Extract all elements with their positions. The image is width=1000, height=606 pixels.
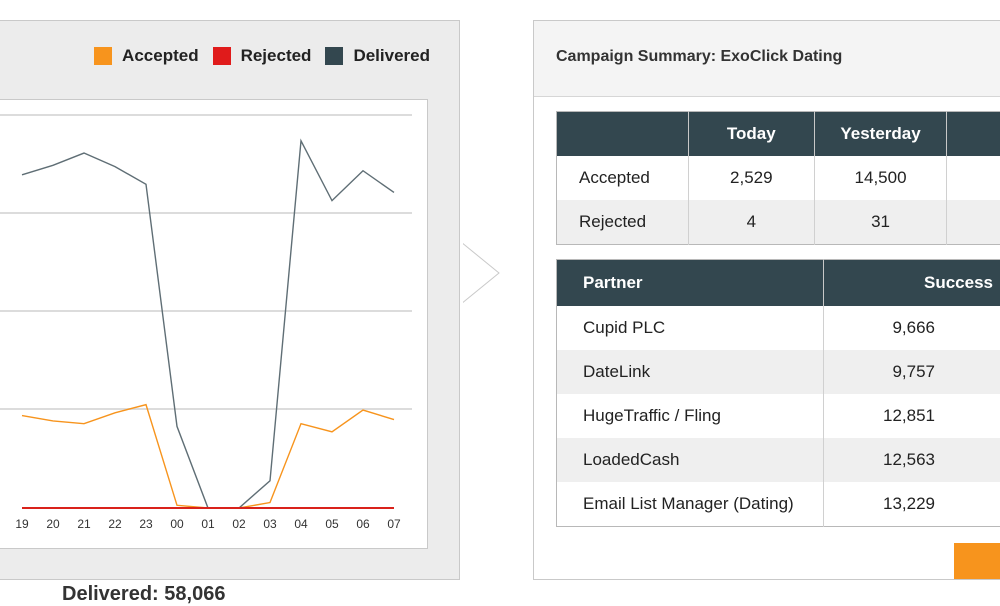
stats-table: Today Yesterday Accepted 2,529 14,500 Re… <box>556 111 1000 245</box>
legend-item-rejected[interactable]: Rejected <box>213 46 312 66</box>
x-tick-label: 07 <box>387 517 401 531</box>
stats-row-rejected: Rejected 4 31 <box>557 200 1000 245</box>
x-tick-label: 00 <box>170 517 184 531</box>
partner-name: LoadedCash <box>557 438 824 482</box>
stats-cell-more <box>947 200 1000 245</box>
partner-success-value: 13,229 <box>855 494 935 514</box>
stats-header-more[interactable] <box>947 112 1000 157</box>
chart-panel: Accepted Rejected Delivered 19 20 21 22 23 00… <box>0 20 460 580</box>
series-line-delivered <box>22 141 394 508</box>
x-tick-label: 01 <box>201 517 215 531</box>
partner-name: HugeTraffic / Fling <box>557 394 824 438</box>
x-tick-label: 02 <box>232 517 246 531</box>
campaign-summary-panel: Campaign Summary: ExoClick Dating Today … <box>533 20 1000 580</box>
line-chart: 19 20 21 22 23 00 01 02 03 04 05 06 07 <box>0 99 428 549</box>
table-row[interactable]: LoadedCash 12,563 <box>557 438 1000 482</box>
partner-success: 13,229 <box>824 482 1000 527</box>
x-tick-label: 06 <box>356 517 370 531</box>
legend-swatch-accepted <box>94 47 112 65</box>
stats-header-blank <box>557 112 689 157</box>
x-tick-label: 20 <box>46 517 60 531</box>
summary-header: Campaign Summary: ExoClick Dating <box>534 21 1000 97</box>
chart-legend: Accepted Rejected Delivered <box>0 41 430 71</box>
delivered-total: Delivered: 58,066 <box>62 583 225 606</box>
stats-cell-today: 2,529 <box>688 156 814 200</box>
partner-success-value: 9,757 <box>855 362 935 382</box>
legend-label-delivered: Delivered <box>353 46 430 66</box>
table-row[interactable]: Cupid PLC 9,666 <box>557 306 1000 350</box>
partner-name: DateLink <box>557 350 824 394</box>
partner-success-value: 9,666 <box>855 318 935 338</box>
partner-header-success[interactable]: Success <box>824 260 1000 307</box>
x-tick-label: 04 <box>294 517 308 531</box>
partner-success: 12,851 <box>824 394 1000 438</box>
partner-success: 9,757 <box>824 350 1000 394</box>
table-row[interactable]: Email List Manager (Dating) 13,229 <box>557 482 1000 527</box>
stats-row-label: Rejected <box>557 200 689 245</box>
partner-table: Partner Success Cupid PLC 9,666 DateLink… <box>556 259 1000 527</box>
partner-name: Email List Manager (Dating) <box>557 482 824 527</box>
action-button[interactable] <box>954 543 1000 580</box>
stats-row-label: Accepted <box>557 156 689 200</box>
x-tick-label: 21 <box>77 517 91 531</box>
callout-arrow-icon <box>461 242 501 304</box>
stats-cell-yesterday: 14,500 <box>814 156 946 200</box>
x-tick-label: 03 <box>263 517 277 531</box>
partner-success: 12,563 <box>824 438 1000 482</box>
legend-item-delivered[interactable]: Delivered <box>325 46 430 66</box>
partner-header-row: Partner Success <box>557 260 1000 307</box>
legend-item-accepted[interactable]: Accepted <box>94 46 199 66</box>
partner-header-name[interactable]: Partner <box>557 260 824 307</box>
line-chart-svg: 19 20 21 22 23 00 01 02 03 04 05 06 07 <box>0 100 428 550</box>
x-tick-label: 05 <box>325 517 339 531</box>
legend-swatch-rejected <box>213 47 231 65</box>
x-tick-label: 22 <box>108 517 122 531</box>
legend-label-rejected: Rejected <box>241 46 312 66</box>
stats-header-today[interactable]: Today <box>688 112 814 157</box>
stats-cell-today: 4 <box>688 200 814 245</box>
legend-label-accepted: Accepted <box>122 46 199 66</box>
x-tick-label: 19 <box>15 517 29 531</box>
partner-success: 9,666 <box>824 306 1000 350</box>
stats-row-accepted: Accepted 2,529 14,500 <box>557 156 1000 200</box>
table-row[interactable]: HugeTraffic / Fling 12,851 <box>557 394 1000 438</box>
stats-header-yesterday[interactable]: Yesterday <box>814 112 946 157</box>
table-row[interactable]: DateLink 9,757 <box>557 350 1000 394</box>
stats-header-row: Today Yesterday <box>557 112 1000 157</box>
series-line-accepted <box>22 405 394 508</box>
x-tick-label: 23 <box>139 517 153 531</box>
summary-title: Campaign Summary: ExoClick Dating <box>556 48 842 66</box>
stats-cell-more <box>947 156 1000 200</box>
partner-name: Cupid PLC <box>557 306 824 350</box>
partner-success-value: 12,563 <box>855 450 935 470</box>
legend-swatch-delivered <box>325 47 343 65</box>
stats-cell-yesterday: 31 <box>814 200 946 245</box>
partner-success-value: 12,851 <box>855 406 935 426</box>
